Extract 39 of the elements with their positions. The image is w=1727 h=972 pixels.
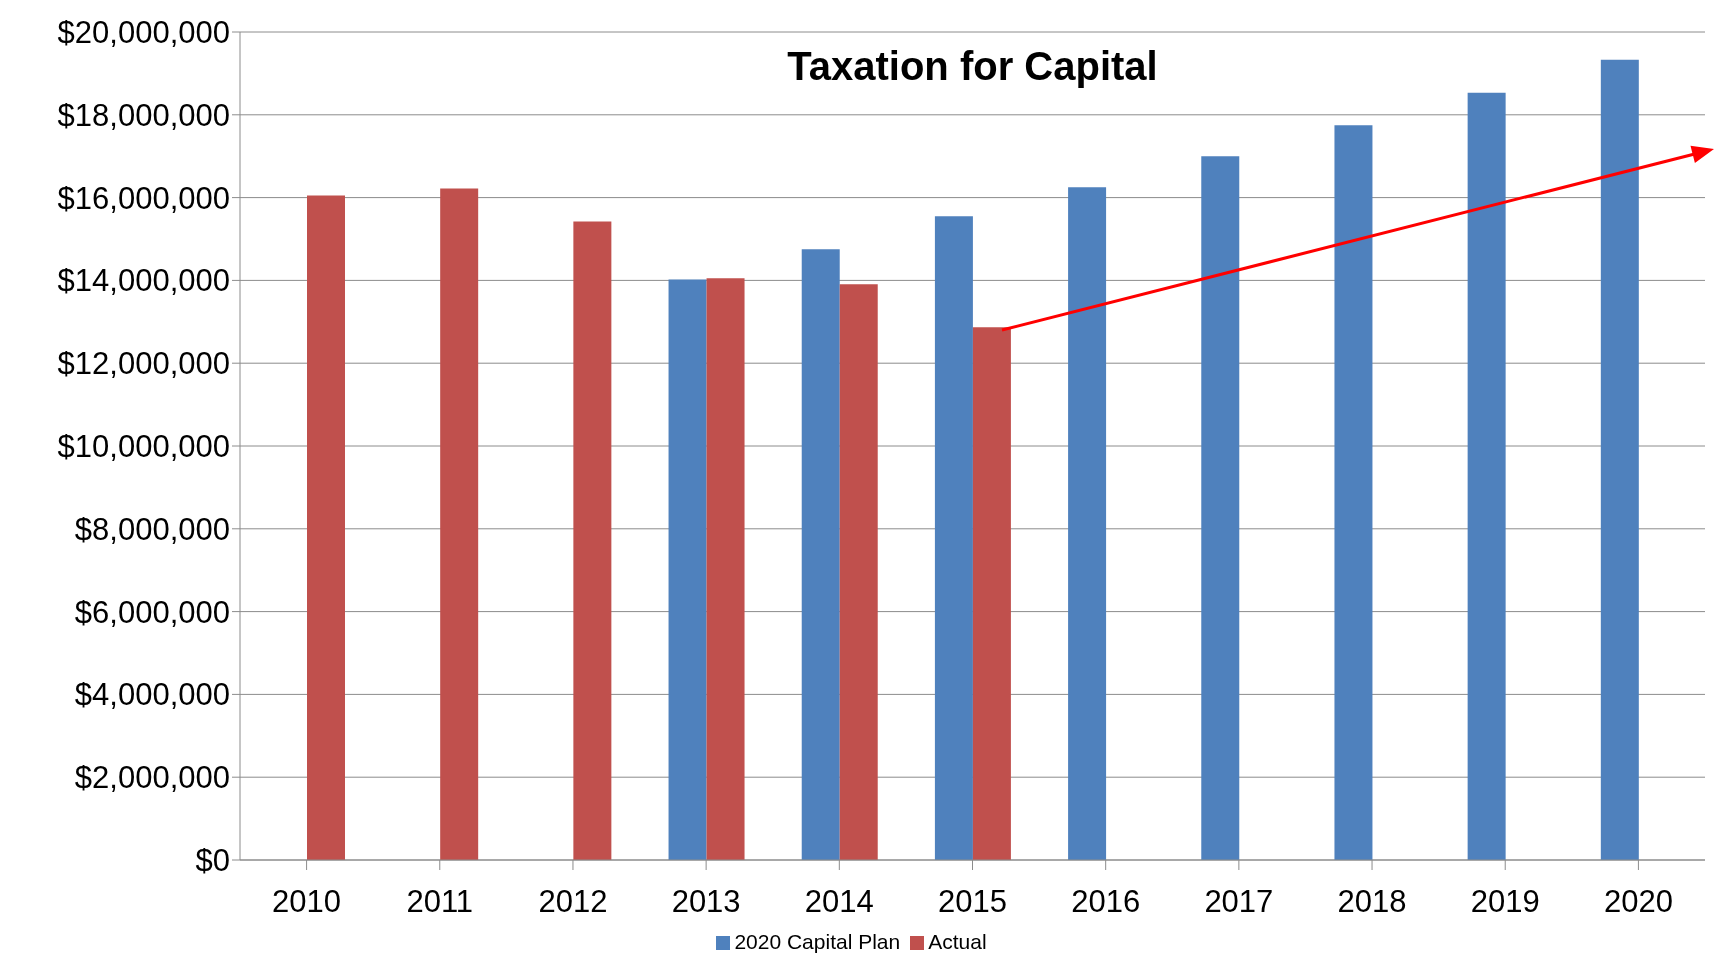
x-tick-label: 2015 xyxy=(938,884,1007,920)
bar xyxy=(1201,156,1240,860)
legend-label: Actual xyxy=(928,930,987,953)
y-tick-label: $4,000,000 xyxy=(74,677,230,713)
bar xyxy=(1467,92,1506,860)
x-tick-label: 2010 xyxy=(272,884,342,920)
bar xyxy=(839,284,878,860)
bar xyxy=(307,195,345,860)
x-tick-label: 2020 xyxy=(1603,884,1673,920)
bar xyxy=(1334,125,1373,860)
bar xyxy=(706,278,745,860)
x-tick-label: 2012 xyxy=(538,884,608,920)
y-tick-label: $0 xyxy=(195,843,230,879)
y-tick-label: $18,000,000 xyxy=(57,97,230,133)
x-tick-label: 2019 xyxy=(1470,884,1540,920)
bar xyxy=(1600,59,1639,860)
y-tick-label: $14,000,000 xyxy=(57,263,230,299)
bar xyxy=(573,221,612,860)
bar xyxy=(934,216,973,860)
bar xyxy=(801,249,840,860)
y-tick-label: $2,000,000 xyxy=(74,760,230,796)
y-tick-label: $6,000,000 xyxy=(74,594,230,630)
chart-title: Taxation for Capital xyxy=(786,44,1159,89)
y-tick-label: $10,000,000 xyxy=(57,429,230,465)
bar xyxy=(1068,187,1107,860)
x-tick-label: 2011 xyxy=(406,884,474,920)
x-tick-label: 2017 xyxy=(1204,884,1274,920)
x-tick-label: 2013 xyxy=(671,884,741,920)
y-tick-label: $12,000,000 xyxy=(57,346,230,382)
x-tick-label: 2018 xyxy=(1337,884,1407,920)
y-tick-label: $8,000,000 xyxy=(74,511,230,547)
x-tick-label: 2016 xyxy=(1071,884,1141,920)
bar xyxy=(972,327,1011,860)
y-tick-label: $16,000,000 xyxy=(57,180,230,216)
bar xyxy=(668,279,707,860)
x-tick-label: 2014 xyxy=(804,884,874,920)
legend-label: 2020 Capital Plan xyxy=(734,930,901,953)
bar xyxy=(440,188,479,860)
y-tick-label: $20,000,000 xyxy=(57,15,230,51)
